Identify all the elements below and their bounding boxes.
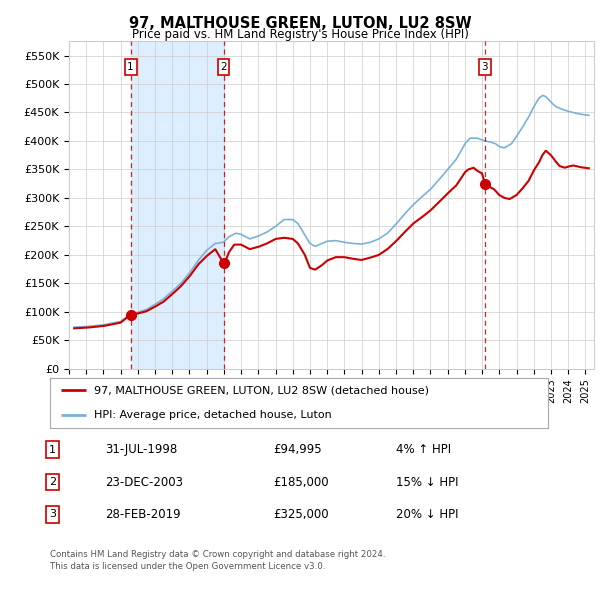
Text: 2: 2 <box>220 62 227 72</box>
Text: 3: 3 <box>49 510 56 519</box>
Text: 97, MALTHOUSE GREEN, LUTON, LU2 8SW: 97, MALTHOUSE GREEN, LUTON, LU2 8SW <box>128 16 472 31</box>
Text: 23-DEC-2003: 23-DEC-2003 <box>105 476 183 489</box>
Bar <box>131 41 224 369</box>
Text: 31-JUL-1998: 31-JUL-1998 <box>105 443 177 456</box>
Text: 28-FEB-2019: 28-FEB-2019 <box>105 508 181 521</box>
Text: 4% ↑ HPI: 4% ↑ HPI <box>396 443 451 456</box>
Text: 20% ↓ HPI: 20% ↓ HPI <box>396 508 458 521</box>
Text: HPI: Average price, detached house, Luton: HPI: Average price, detached house, Luto… <box>94 410 331 420</box>
Text: 3: 3 <box>482 62 488 72</box>
Text: 1: 1 <box>127 62 134 72</box>
Text: £325,000: £325,000 <box>273 508 329 521</box>
Text: £94,995: £94,995 <box>273 443 322 456</box>
Text: 15% ↓ HPI: 15% ↓ HPI <box>396 476 458 489</box>
Text: Price paid vs. HM Land Registry's House Price Index (HPI): Price paid vs. HM Land Registry's House … <box>131 28 469 41</box>
Text: 97, MALTHOUSE GREEN, LUTON, LU2 8SW (detached house): 97, MALTHOUSE GREEN, LUTON, LU2 8SW (det… <box>94 385 428 395</box>
Text: £185,000: £185,000 <box>273 476 329 489</box>
Text: Contains HM Land Registry data © Crown copyright and database right 2024.: Contains HM Land Registry data © Crown c… <box>50 550 385 559</box>
Text: 2: 2 <box>49 477 56 487</box>
Text: This data is licensed under the Open Government Licence v3.0.: This data is licensed under the Open Gov… <box>50 562 325 571</box>
Text: 1: 1 <box>49 445 56 454</box>
